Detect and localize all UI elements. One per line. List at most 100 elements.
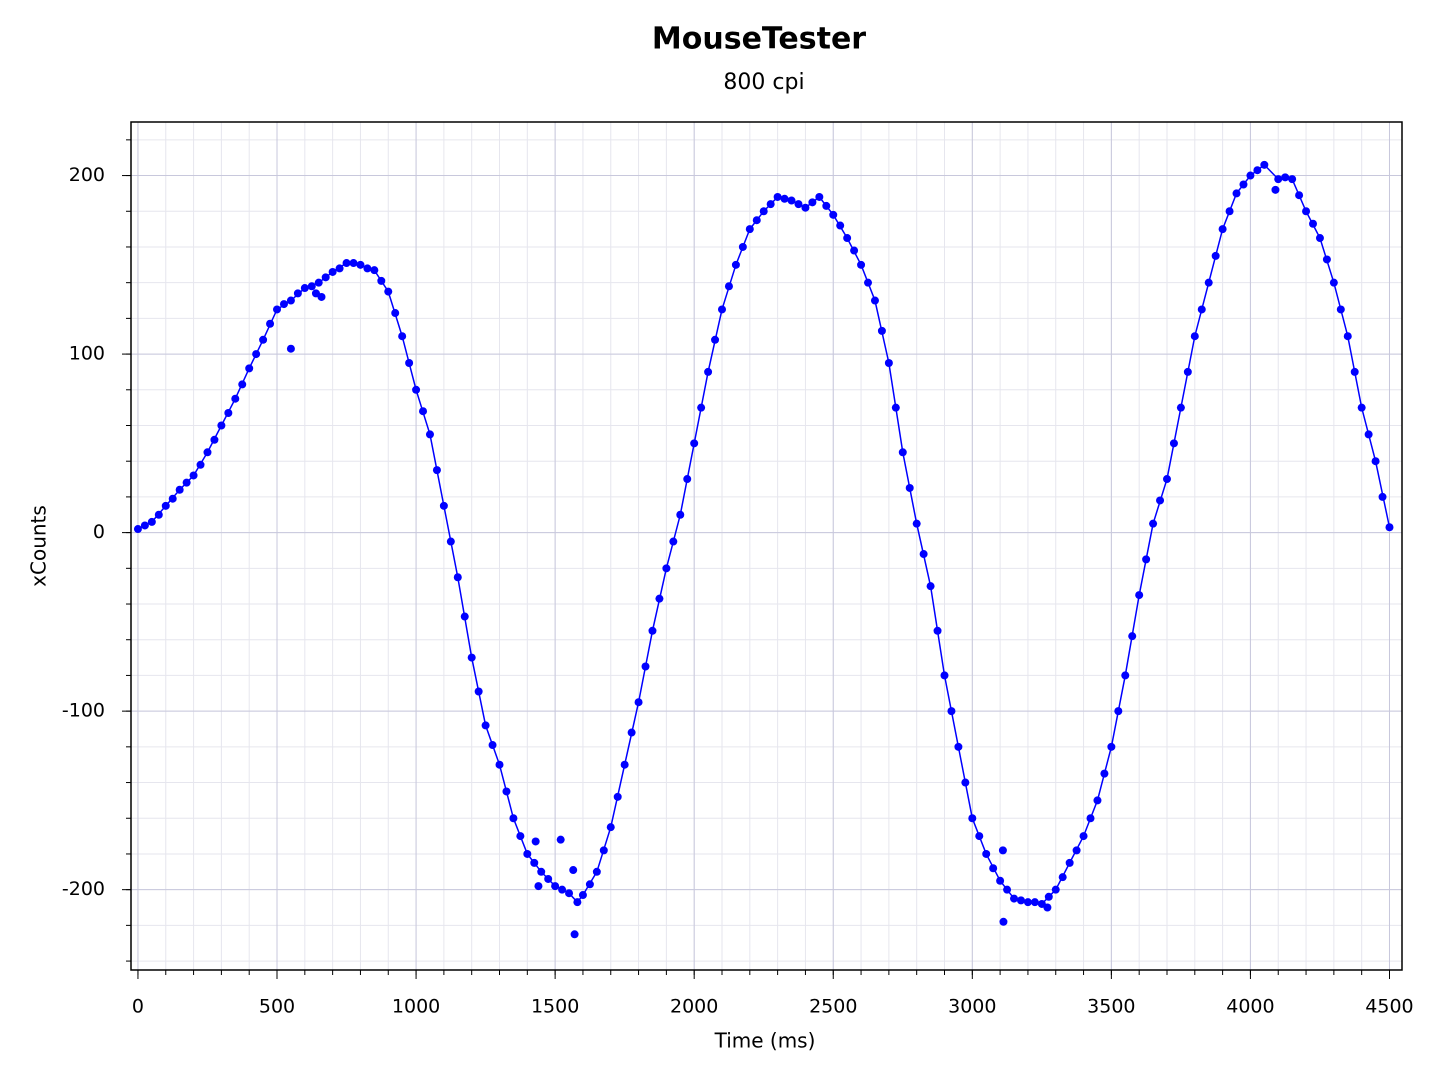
data-point [1030,898,1039,907]
data-point [342,259,351,268]
y-tick-label: -200 [62,878,105,900]
data-point [349,259,358,268]
data-point [898,448,907,457]
data-point [1162,475,1171,484]
data-point [843,234,852,243]
data-point [613,792,622,801]
x-tick-label: 1000 [392,996,440,1018]
data-point [189,471,198,480]
data-point [1079,832,1088,841]
data-point [398,332,407,341]
data-point [731,260,740,269]
data-point [488,741,497,750]
data-point [1336,305,1345,314]
data-point [1357,403,1366,412]
data-point [683,475,692,484]
data-point [968,814,977,823]
data-point [1107,742,1116,751]
data-point [140,521,149,530]
data-point [1218,225,1227,234]
data-point [300,284,309,293]
data-point [1093,796,1102,805]
data-point [175,485,184,494]
data-point [317,292,326,301]
data-point [1232,189,1241,198]
data-point [266,319,275,328]
data-point [1211,251,1220,260]
data-point [1100,769,1109,778]
data-point [1176,403,1185,412]
data-point [599,846,608,855]
data-point [711,335,720,344]
data-point [1169,439,1178,448]
data-point [1114,707,1123,716]
data-point [530,858,539,867]
data-point [363,264,372,273]
data-point [377,276,386,285]
data-point [391,309,400,318]
data-point [425,430,434,439]
data-point [1295,191,1304,200]
data-point [1128,632,1137,641]
data-point [224,408,233,417]
data-point [196,460,205,469]
data-point [467,653,476,662]
data-point [999,917,1008,926]
data-point [516,832,525,841]
data-point [474,687,483,696]
data-point [1260,160,1269,169]
data-point [446,537,455,546]
data-point [168,494,177,503]
data-point [738,242,747,251]
data-point [891,403,900,412]
data-point [1271,185,1280,194]
data-point [1058,873,1067,882]
data-point [940,671,949,680]
data-point [1003,885,1012,894]
data-point [210,435,219,444]
data-point [787,196,796,205]
data-point [926,582,935,591]
data-point [1322,255,1331,264]
data-point [585,880,594,889]
data-point [1149,519,1158,528]
data-point [573,898,582,907]
data-point [759,207,768,216]
data-point [460,612,469,621]
data-point [1246,171,1255,180]
data-point [182,478,191,487]
data-point [1225,207,1234,216]
data-point [975,832,984,841]
data-point [801,203,810,212]
data-point [1364,430,1373,439]
data-point [252,350,261,359]
data-point [1016,896,1025,905]
x-tick-label: 3000 [948,996,996,1018]
y-tick-label: -100 [62,700,105,722]
data-point [780,194,789,203]
data-point [1044,892,1053,901]
data-point [641,662,650,671]
x-tick-label: 1500 [531,996,579,1018]
data-point [1309,219,1318,228]
data-point [439,501,448,510]
data-point [1350,367,1359,376]
data-point [453,573,462,582]
data-point [884,359,893,368]
data-point [1315,234,1324,243]
data-point [998,846,1007,855]
data-point [231,394,240,403]
data-point [1086,814,1095,823]
data-point [592,867,601,876]
data-point [822,201,831,210]
data-point [1371,457,1380,466]
data-point [954,742,963,751]
data-point [919,550,928,559]
data-point [578,891,587,900]
data-point [286,344,295,353]
data-point [551,882,560,891]
data-point [273,305,282,314]
data-point [321,273,330,282]
data-point [293,289,302,298]
data-point [217,421,226,430]
